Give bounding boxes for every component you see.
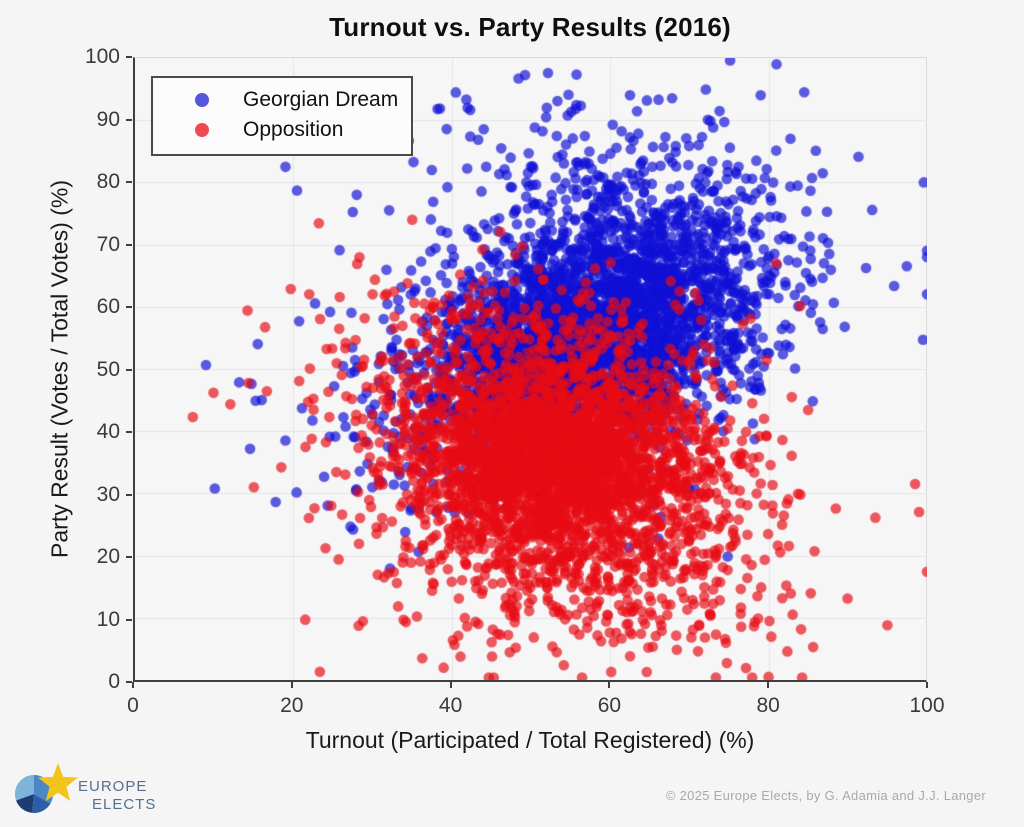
y-tick-mark (126, 306, 132, 308)
x-tick-label: 0 (127, 694, 139, 717)
x-tick-mark (767, 682, 770, 688)
y-tick-label: 10 (96, 607, 120, 631)
x-tick-label: 40 (438, 694, 463, 717)
y-tick-label: 50 (96, 357, 120, 381)
y-tick-label: 40 (96, 420, 120, 443)
x-tick-mark (608, 682, 611, 688)
legend-marker-georgian-dream-icon (195, 93, 209, 107)
y-tick-label: 30 (96, 482, 120, 506)
y-tick-mark (126, 181, 132, 183)
y-tick-mark (126, 493, 132, 496)
legend-label-georgian-dream: Georgian Dream (243, 88, 399, 111)
x-tick-mark (290, 682, 293, 688)
chart-title: Turnout vs. Party Results (2016) (329, 12, 731, 42)
legend: Georgian Dream Opposition (151, 76, 413, 156)
legend-marker-opposition-icon (195, 123, 209, 137)
legend-label-opposition: Opposition (243, 118, 344, 141)
plot-area: Georgian Dream Opposition (133, 57, 927, 682)
scatter-canvas (135, 58, 927, 680)
x-axis-label: Turnout (Participated / Total Registered… (305, 727, 755, 753)
y-tick-mark (126, 56, 132, 58)
x-tick-label: 20 (280, 694, 304, 717)
copyright-text: © 2025 Europe Elects, by G. Adamia and J… (665, 788, 986, 803)
y-tick-mark (126, 118, 132, 121)
logo-text-europe: EUROPE (78, 778, 148, 795)
y-tick-label: 20 (96, 545, 120, 568)
y-tick-label: 0 (108, 670, 120, 693)
y-tick-label: 90 (96, 107, 120, 131)
y-tick-mark (126, 618, 132, 621)
x-tick-label: 80 (756, 694, 780, 717)
x-tick-mark (926, 682, 928, 688)
legend-item-georgian-dream: Georgian Dream (153, 85, 411, 115)
x-tick-mark (132, 682, 134, 688)
y-tick-mark (126, 243, 132, 246)
y-tick-label: 70 (96, 232, 120, 256)
x-tick-label: 60 (597, 694, 622, 717)
y-tick-label: 100 (84, 45, 120, 68)
europe-elects-logo-graphic (14, 763, 78, 813)
x-tick-mark (449, 682, 452, 688)
y-axis-label: Party Result (Votes / Total Votes) (%) (46, 180, 73, 558)
x-tick-label: 100 (909, 694, 945, 717)
europe-elects-logo: EUROPE ELECTS (12, 760, 192, 822)
y-tick-mark (126, 431, 132, 433)
legend-item-opposition: Opposition (153, 115, 411, 145)
logo-text-elects: ELECTS (92, 796, 157, 813)
star-icon (38, 763, 78, 801)
y-tick-label: 60 (96, 295, 120, 318)
y-tick-mark (126, 368, 132, 371)
y-tick-label: 80 (96, 170, 120, 193)
y-tick-mark (126, 681, 132, 683)
y-tick-mark (126, 556, 132, 558)
